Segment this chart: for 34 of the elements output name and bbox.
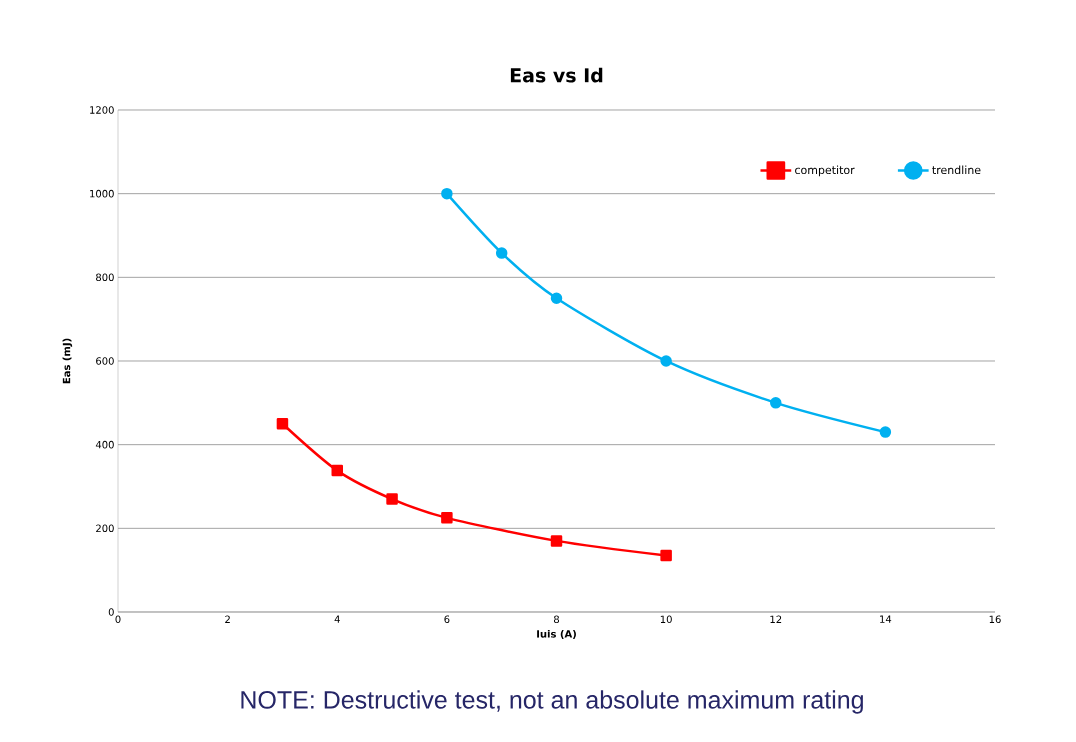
- legend-label: competitor: [795, 165, 855, 177]
- x-tick-label: 12: [770, 615, 782, 623]
- y-tick-label: 600: [96, 357, 114, 365]
- x-tick-label: 14: [880, 615, 892, 623]
- y-tick-label: 800: [96, 273, 114, 282]
- point: [331, 464, 343, 477]
- y-tick-label: 200: [96, 524, 114, 533]
- point: [276, 418, 289, 430]
- y-tick-label: 0: [108, 608, 114, 616]
- point: [550, 292, 563, 304]
- point: [550, 535, 563, 547]
- x-tick-label: 6: [444, 615, 450, 624]
- legend-label: trendline: [932, 165, 981, 175]
- point: [660, 549, 672, 562]
- x-tick-label: 4: [334, 615, 340, 623]
- y-tick-label: 400: [95, 440, 114, 449]
- y-axis-title: Eas (mJ): [62, 338, 73, 384]
- point: [495, 247, 508, 259]
- x-tick-label: 16: [989, 615, 1001, 624]
- x-tick-label: 10: [660, 615, 672, 624]
- point: [879, 426, 892, 438]
- point: [441, 187, 453, 200]
- x-tick-label: 0: [115, 615, 121, 624]
- x-axis-title: Iuis (A): [537, 629, 576, 639]
- x-tick-label: 8: [554, 615, 559, 624]
- chart-title: Eas vs Id: [510, 67, 603, 83]
- point: [386, 493, 398, 505]
- y-tick-label: 1000: [90, 189, 114, 198]
- point: [441, 512, 453, 524]
- point: [660, 355, 672, 367]
- text: NOTE: Destructive test, not an absolute maximum rating: [241, 690, 863, 714]
- point: [770, 397, 782, 409]
- x-tick-label: 2: [225, 615, 230, 623]
- y-tick-label: 1200: [90, 106, 114, 114]
